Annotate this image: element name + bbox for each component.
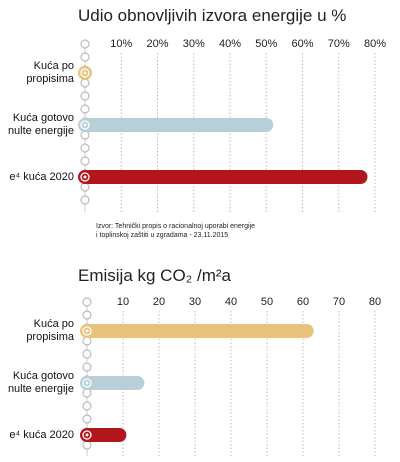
bar-marker-dot xyxy=(85,433,89,437)
x-tick-label: 30% xyxy=(183,38,205,50)
x-tick-label: 40 xyxy=(225,296,237,308)
x-tick-label: 40% xyxy=(219,38,241,50)
chart-title: Emisija kg CO₂ /m²a xyxy=(78,266,232,285)
axis-dot xyxy=(80,143,90,153)
category-label: Kuća gotovo nulte energije xyxy=(7,370,74,395)
x-tick-label: 80 xyxy=(369,296,381,308)
bar-marker xyxy=(80,120,90,130)
x-tick-label: 20% xyxy=(146,38,168,50)
bar-marker xyxy=(80,68,90,78)
bar-marker-dot xyxy=(83,71,87,75)
x-tick-label: 70 xyxy=(333,296,345,308)
bar xyxy=(80,376,145,390)
source-note: Izvor: Tehnički propis o racionalnoj upo… xyxy=(96,223,256,230)
axis-dot xyxy=(80,91,90,101)
bar-marker xyxy=(82,430,92,440)
bar xyxy=(80,324,314,338)
bar-marker-dot xyxy=(83,175,87,179)
bar-marker xyxy=(82,326,92,336)
axis-dot xyxy=(80,195,90,205)
category-label: e⁴ kuća 2020 xyxy=(9,428,74,441)
axis-dot xyxy=(82,414,92,424)
axis-dot xyxy=(82,336,92,346)
axis-dot xyxy=(82,310,92,320)
category-label: Kuća po propisima xyxy=(26,60,74,85)
bar xyxy=(78,118,274,132)
bar-marker-dot xyxy=(83,123,87,127)
axis-dot xyxy=(80,52,90,62)
x-tick-label: 10% xyxy=(110,38,132,50)
category-label: Kuća po propisima xyxy=(26,318,74,343)
x-tick-label: 70% xyxy=(328,38,350,50)
axis-dot xyxy=(82,401,92,411)
x-tick-label: 80% xyxy=(364,38,386,50)
axis-dot xyxy=(80,39,90,49)
axis-dot xyxy=(80,130,90,140)
x-tick-label: 20 xyxy=(153,296,165,308)
axis-dot xyxy=(82,297,92,307)
bar xyxy=(80,428,127,442)
chart-title: Udio obnovljivih izvora energije u % xyxy=(78,6,347,25)
axis-dot xyxy=(80,182,90,192)
x-tick-label: 60% xyxy=(291,38,313,50)
axis-dot xyxy=(80,78,90,88)
axis-dot xyxy=(82,349,92,359)
x-tick-label: 10 xyxy=(117,296,129,308)
axis-dot xyxy=(82,362,92,372)
axis-dot xyxy=(80,104,90,114)
axis-dot xyxy=(82,440,92,450)
axis-dot xyxy=(82,388,92,398)
bar-marker xyxy=(80,172,90,182)
bar-marker-dot xyxy=(85,381,89,385)
bar xyxy=(78,170,368,184)
bar-marker-dot xyxy=(85,329,89,333)
x-tick-label: 50 xyxy=(261,296,273,308)
x-tick-label: 60 xyxy=(297,296,309,308)
axis-dot xyxy=(80,156,90,166)
x-tick-label: 50% xyxy=(255,38,277,50)
bar-marker xyxy=(82,378,92,388)
source-note: i toplinskoj zaštiti u zgradama - 23.11.… xyxy=(96,232,229,239)
category-label: Kuća gotovo nulte energije xyxy=(7,112,74,137)
category-label: e⁴ kuća 2020 xyxy=(9,170,74,183)
x-tick-label: 30 xyxy=(189,296,201,308)
